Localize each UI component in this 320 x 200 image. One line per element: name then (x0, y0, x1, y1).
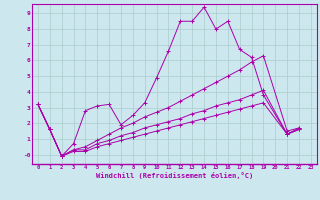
X-axis label: Windchill (Refroidissement éolien,°C): Windchill (Refroidissement éolien,°C) (96, 172, 253, 179)
